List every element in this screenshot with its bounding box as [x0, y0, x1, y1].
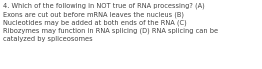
Text: 4. Which of the following in NOT true of RNA processing? (A)
Exons are cut out b: 4. Which of the following in NOT true of… [3, 3, 218, 42]
